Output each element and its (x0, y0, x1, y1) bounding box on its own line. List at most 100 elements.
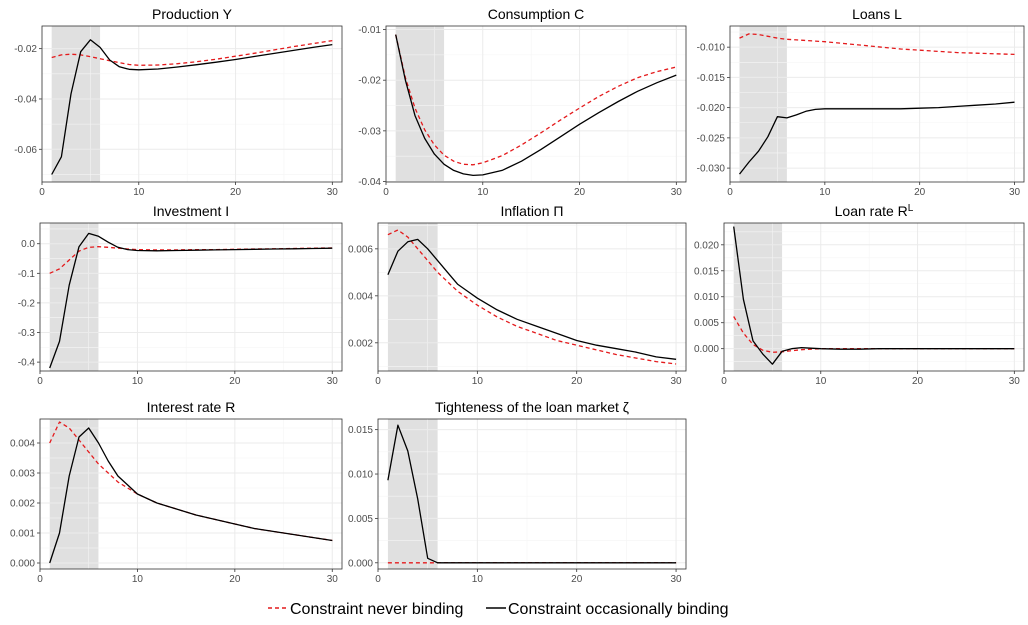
panel-frame (385, 25, 687, 183)
panel-frame (39, 418, 343, 570)
x-tick-label: 30 (671, 376, 683, 387)
y-tick-label: 0.010 (694, 292, 719, 303)
panel-frame (41, 25, 343, 183)
chart-panel: Consumption C -0.04 -0.03 -0.02 -0.01 0 10 20 30 (358, 6, 687, 198)
y-tick-label: -0.04 (358, 177, 381, 188)
y-tick-label: -0.02 (14, 44, 37, 55)
series-line-occasionally-binding (49, 427, 333, 564)
chart-panel: Production Y -0.06 -0.04 -0.02 0 10 20 30 (14, 6, 343, 198)
y-tick-label: -0.1 (18, 269, 36, 280)
x-tick-label: 10 (815, 376, 827, 387)
x-tick-label: 10 (477, 187, 489, 198)
panel-title: Investment I (153, 203, 229, 219)
chart-panel: Inflation Π 0.002 0.004 0.006 0 10 20 30 (348, 203, 687, 387)
x-tick-label: 30 (327, 574, 339, 585)
panel-frame (377, 222, 687, 372)
y-tick-label: 0.015 (694, 266, 719, 277)
x-tick-label: 0 (37, 574, 43, 585)
x-tick-label: 20 (230, 187, 242, 198)
y-tick-label: -0.025 (697, 133, 726, 144)
y-tick-label: 0.000 (10, 559, 35, 570)
series-line-occasionally-binding (51, 39, 333, 175)
x-tick-label: 0 (721, 376, 727, 387)
panel-title: Interest rate R (147, 399, 236, 415)
legend-occasional-label: Constraint occasionally binding (508, 601, 729, 618)
series-line-occasionally-binding (395, 34, 677, 177)
series-line-never-binding (739, 33, 1015, 56)
legend: Constraint never binding Constraint occa… (268, 601, 729, 618)
x-tick-label: 10 (132, 574, 144, 585)
y-tick-label: 0.000 (348, 558, 373, 569)
y-tick-label: 0.006 (348, 244, 373, 255)
chart-panel: Investment I -0.4 -0.3 -0.2 -0.1 0.0 0 10 20 30 (18, 203, 343, 387)
y-tick-label: 0.010 (348, 470, 373, 481)
binding-period-shade (739, 26, 787, 182)
y-tick-label: 0.004 (10, 439, 35, 450)
binding-period-shade (51, 26, 101, 182)
series-line-never-binding (51, 39, 333, 66)
y-tick-label: -0.030 (697, 164, 726, 175)
x-tick-label: 0 (383, 187, 389, 198)
y-tick-label: -0.4 (18, 358, 36, 369)
x-tick-label: 20 (914, 187, 926, 198)
series-line-never-binding (49, 246, 333, 274)
binding-period-shade (387, 419, 438, 569)
y-tick-label: 0.000 (694, 344, 719, 355)
y-tick-label: 0.020 (694, 240, 719, 251)
panel-frame (723, 222, 1025, 372)
chart-panel: Loans L -0.030 -0.025 -0.020 -0.015 -0.010 0 10… (697, 6, 1025, 198)
x-tick-label: 30 (327, 376, 339, 387)
y-tick-label: 0.015 (348, 425, 373, 436)
x-tick-label: 0 (375, 376, 381, 387)
panel-title: Loan rate RL (835, 203, 914, 219)
y-tick-label: 0.003 (10, 469, 35, 480)
x-tick-label: 20 (912, 376, 924, 387)
panel-frame (729, 25, 1025, 183)
binding-period-shade (395, 26, 445, 182)
y-tick-label: 0.002 (10, 499, 35, 510)
x-tick-label: 30 (671, 187, 683, 198)
y-tick-label: -0.02 (358, 76, 381, 87)
y-tick-label: -0.010 (697, 43, 726, 54)
panel-title: Tighteness of the loan market ζ (435, 399, 629, 415)
series-line-occasionally-binding (49, 232, 333, 369)
x-tick-label: 20 (571, 376, 583, 387)
y-tick-label: -0.020 (697, 103, 726, 114)
legend-never-label: Constraint never binding (290, 601, 463, 618)
y-tick-label: 0.005 (694, 318, 719, 329)
x-tick-label: 30 (1009, 376, 1021, 387)
y-tick-label: 0.004 (348, 291, 373, 302)
x-tick-label: 30 (327, 187, 339, 198)
y-tick-label: -0.015 (697, 73, 726, 84)
panel-title: Inflation Π (500, 203, 563, 219)
y-tick-label: -0.06 (14, 145, 37, 156)
panel-title: Production Y (152, 6, 233, 22)
y-tick-label: -0.3 (18, 328, 36, 339)
y-tick-label: 0.001 (10, 529, 35, 540)
series-line-occasionally-binding (733, 226, 1015, 365)
chart-panel: Tighteness of the loan market ζ 0.000 0.00… (348, 399, 687, 585)
panel-grid: Production Y-0.06-0.04-0.020 10 20 30Consum… (10, 6, 1025, 585)
panel-title: Consumption C (488, 6, 585, 22)
x-tick-label: 0 (727, 187, 733, 198)
series-line-never-binding (395, 34, 677, 166)
x-tick-label: 20 (229, 574, 241, 585)
binding-period-shade (49, 419, 99, 569)
chart-panel: Loan rate RL 0.000 0.005 0.010 0.015 0.020 0 10… (694, 203, 1025, 387)
y-tick-label: -0.01 (358, 25, 381, 36)
panel-frame (39, 222, 343, 372)
series-line-occasionally-binding (387, 424, 677, 564)
x-tick-label: 10 (472, 376, 484, 387)
x-tick-label: 20 (229, 376, 241, 387)
series-line-occasionally-binding (738, 101, 1015, 175)
x-tick-label: 20 (574, 187, 586, 198)
x-tick-label: 0 (375, 574, 381, 585)
panel-frame (377, 418, 687, 570)
series-line-never-binding (387, 229, 677, 365)
panel-title: Loans L (852, 6, 902, 22)
x-tick-label: 0 (39, 187, 45, 198)
y-tick-label: -0.2 (18, 298, 36, 309)
x-tick-label: 0 (37, 376, 43, 387)
y-tick-label: 0.0 (21, 239, 35, 250)
